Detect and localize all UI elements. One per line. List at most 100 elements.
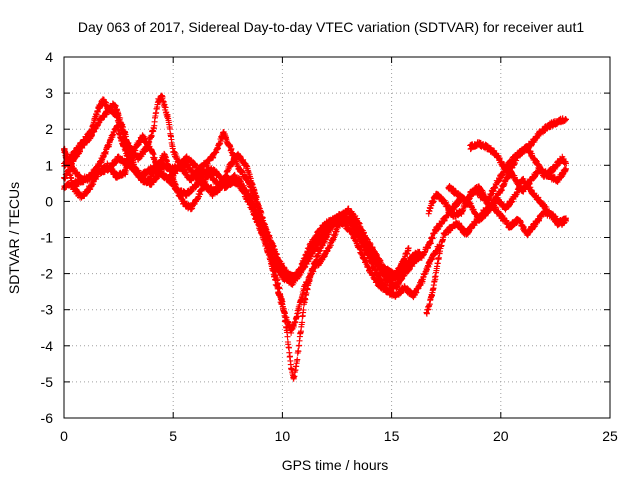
y-tick-label: -5	[41, 374, 54, 390]
data-point	[211, 193, 214, 196]
data-point	[395, 287, 397, 289]
data-point	[412, 294, 415, 297]
y-tick-labels: -6 -5 -4 -3 -2 -1 0 1 2 3 4	[41, 49, 54, 426]
data-point	[521, 189, 524, 192]
data-point	[403, 287, 406, 289]
data-point	[486, 211, 489, 214]
data-point	[222, 131, 225, 134]
data-point	[447, 186, 450, 188]
data-point	[303, 265, 306, 268]
data-point	[141, 178, 144, 181]
data-point	[264, 240, 266, 243]
y-tick-label: 1	[45, 157, 53, 173]
data-point	[229, 164, 231, 167]
data-point	[495, 153, 498, 156]
data-point	[128, 164, 131, 167]
data-point	[152, 128, 155, 131]
data-point	[248, 196, 251, 199]
data-point	[421, 254, 424, 257]
data-point	[194, 164, 196, 167]
data-point	[237, 168, 240, 170]
data-point	[294, 370, 297, 372]
data-point	[495, 196, 498, 199]
data-point	[556, 178, 559, 181]
data-point	[565, 117, 568, 120]
y-tick-label: -1	[41, 230, 54, 246]
data-point	[205, 186, 207, 188]
data-point	[117, 157, 120, 159]
data-point	[556, 121, 559, 123]
data-point	[478, 142, 480, 145]
x-tick-label: 25	[602, 428, 618, 444]
data-point	[198, 193, 201, 196]
data-point	[478, 186, 480, 188]
x-tick-label: 0	[60, 428, 68, 444]
data-point	[469, 146, 472, 149]
data-point	[460, 196, 463, 199]
data-point	[368, 269, 371, 271]
data-point	[320, 258, 323, 261]
y-tick-label: 0	[45, 193, 53, 209]
data-point	[226, 178, 229, 181]
data-point	[434, 229, 437, 232]
data-point	[290, 366, 293, 369]
y-tick-label: 3	[45, 85, 53, 101]
y-tick-label: -3	[41, 302, 54, 318]
data-point	[71, 168, 74, 170]
data-point	[456, 193, 459, 196]
data-point	[456, 222, 459, 224]
data-point	[451, 207, 454, 210]
data-point	[98, 121, 100, 123]
data-point	[124, 139, 127, 141]
data-point	[425, 312, 428, 315]
data-point	[530, 189, 533, 192]
data-point	[176, 189, 179, 192]
data-point	[460, 211, 463, 214]
data-point	[292, 377, 295, 380]
data-point	[408, 247, 410, 250]
data-point	[98, 106, 100, 109]
data-point	[137, 157, 140, 159]
data-point	[377, 276, 380, 279]
data-point	[347, 211, 349, 214]
data-point	[89, 131, 92, 134]
data-point	[447, 229, 450, 232]
data-point	[508, 171, 511, 174]
data-point	[478, 218, 480, 221]
data-point	[215, 182, 218, 185]
y-tick-label: 4	[45, 49, 53, 65]
data-point	[320, 236, 323, 239]
data-point	[386, 290, 389, 293]
data-point	[381, 272, 384, 275]
data-point	[534, 160, 537, 163]
data-point	[71, 160, 74, 163]
data-point	[390, 279, 393, 282]
data-point	[351, 232, 354, 235]
data-point	[150, 149, 153, 152]
data-point	[355, 222, 358, 224]
data-point	[233, 175, 236, 178]
data-point	[495, 182, 498, 185]
data-point	[419, 251, 421, 253]
data-point	[526, 232, 528, 235]
data-point	[482, 196, 485, 199]
data-point	[259, 218, 262, 221]
data-point	[547, 211, 550, 214]
data-point	[106, 146, 109, 149]
data-point	[150, 168, 153, 170]
data-point	[504, 207, 507, 210]
data-point	[364, 243, 367, 246]
data-point	[360, 251, 362, 253]
data-point	[561, 157, 563, 159]
y-tick-label: -2	[41, 266, 54, 282]
data-point	[95, 171, 98, 174]
data-point	[194, 186, 196, 188]
data-point	[434, 193, 437, 196]
series-trace-9	[467, 115, 569, 173]
data-point	[513, 196, 515, 199]
data-point	[277, 258, 279, 261]
data-point	[71, 153, 74, 156]
data-point	[167, 121, 170, 123]
data-point	[316, 254, 319, 257]
data-point	[504, 168, 507, 170]
